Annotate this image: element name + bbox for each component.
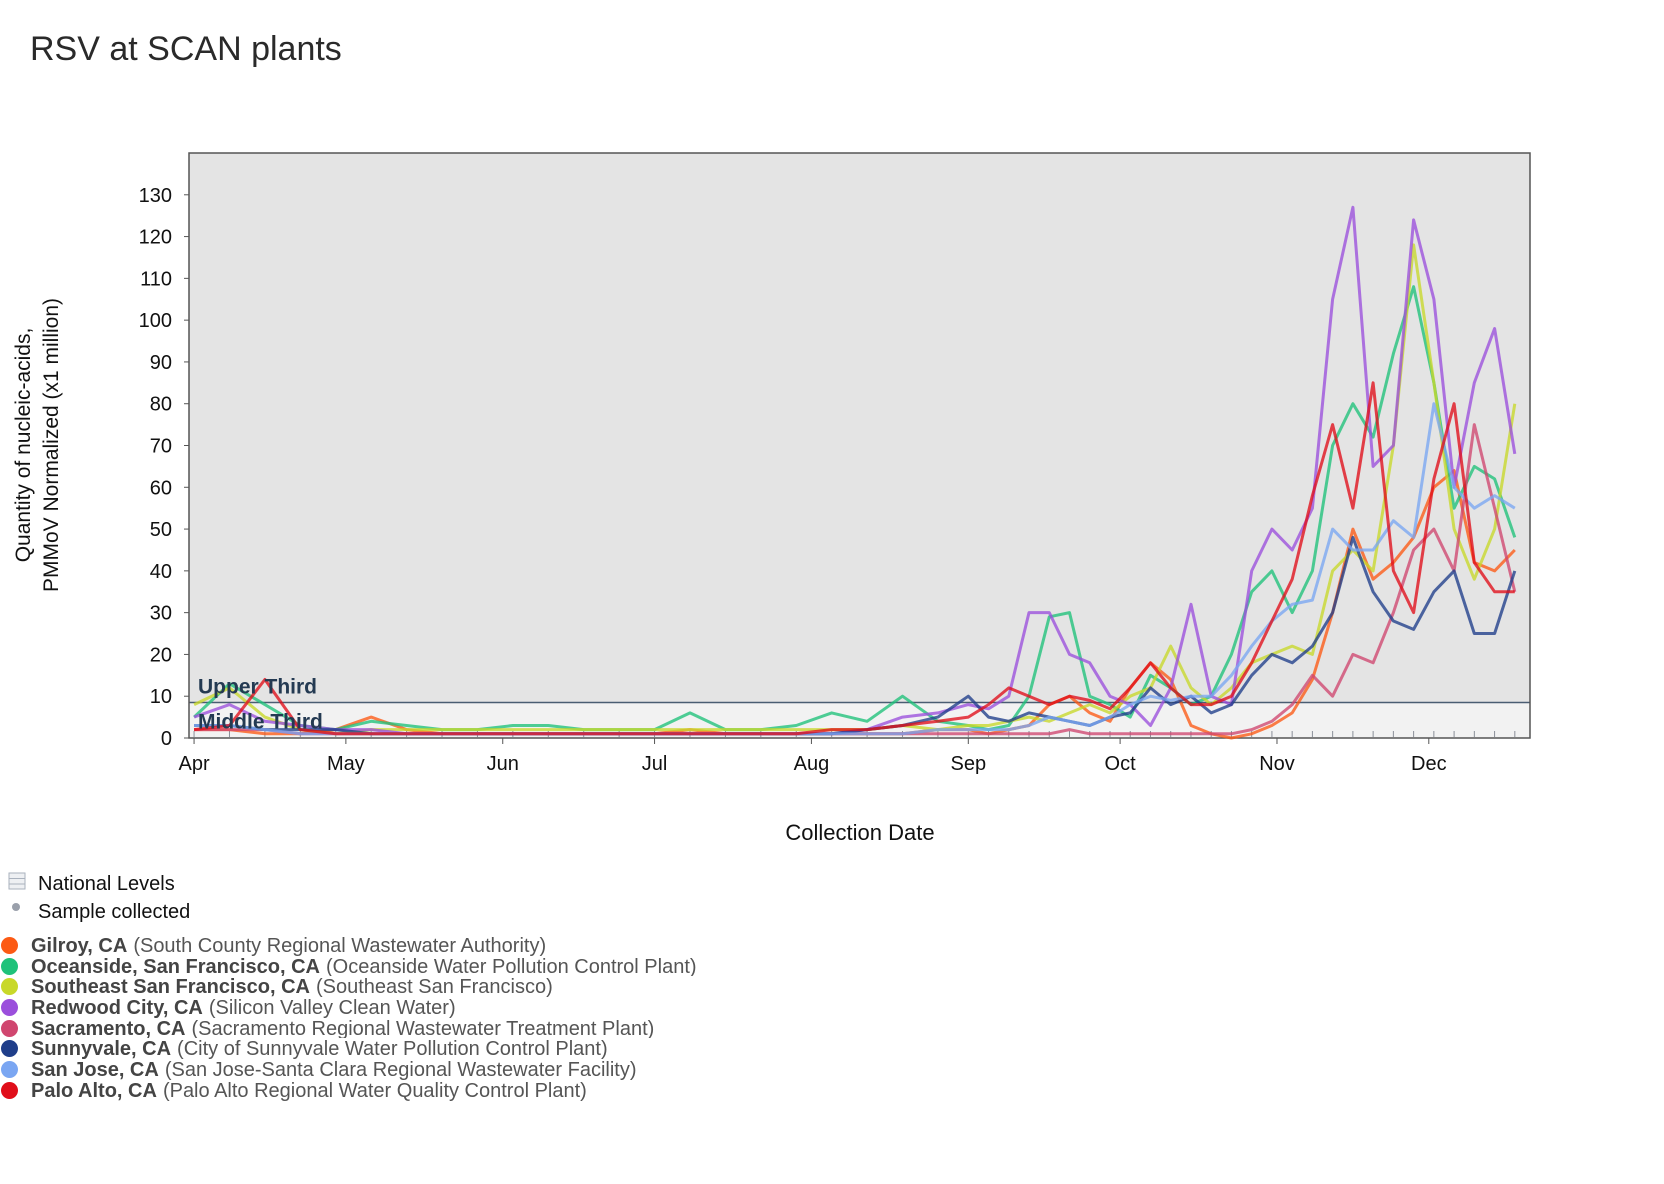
legend-site-name: Sunnyvale, CA [31,1038,172,1060]
x-tick-label: Nov [1259,753,1295,775]
y-tick-label: 50 [150,519,172,541]
chart-title: RSV at SCAN plants [30,30,342,68]
x-tick-label: Aug [794,753,830,775]
legend-label: Sample collected [38,900,191,923]
national-levels-icon [8,872,38,896]
y-tick-label: 110 [140,268,172,290]
legend-facility-name: (Southeast San Francisco) [315,976,553,998]
legend-facility-name: (Oceanside Water Pollution Control Plant… [326,955,697,977]
x-tick-label: Apr [178,753,209,775]
x-tick-label: Jul [642,753,668,775]
y-tick-label: 10 [150,686,172,708]
x-tick-label: Jun [487,753,519,775]
legend-item[interactable]: Redwood City, CA (Silicon Valley Clean Wa… [0,997,697,1018]
legend-site-name: Southeast San Francisco, CA [31,976,310,998]
legend-item[interactable]: Sacramento, CA (Sacramento Regional Waste… [0,1017,697,1039]
legend-item[interactable]: San Jose, CA (San Jose-Santa Clara Region… [0,1059,697,1080]
legend-label: National Levels [38,872,175,895]
x-tick-label: Sep [951,753,987,775]
legend-site-name: San Jose, CA [31,1059,159,1080]
upper-third-label: Upper Third [198,675,317,698]
legend-color-dot-icon [1,1081,18,1099]
y-tick-label: 120 [139,227,172,249]
legend-site-name: Sacramento, CA [31,1017,186,1039]
y-tick-label: 0 [161,728,172,750]
legend-facility-name: (South County Regional Wastewater Author… [133,935,547,956]
legend-color-dot-icon [1,1040,18,1058]
legend-color-dot-icon [1,957,18,975]
legend-facility-name: (Palo Alto Regional Water Quality Contro… [162,1079,587,1101]
legend-item[interactable]: Oceanside, San Francisco, CA (Oceanside W… [0,955,697,977]
y-axis-label-line: PMMoV Normalized (x1 million) [40,298,63,592]
legend-site-name: Gilroy, CA [31,935,128,956]
y-tick-label: 70 [150,436,172,458]
legend-facility-name: (Silicon Valley Clean Water) [208,997,456,1018]
legend-color-dot-icon [1,978,18,996]
legend-site-name: Palo Alto, CA [31,1079,157,1101]
legend-color-dot-icon [1,1061,18,1079]
legend-facility-name: (Sacramento Regional Wastewater Treatmen… [191,1017,655,1039]
national-level-band [189,153,1530,703]
y-tick-label: 90 [150,352,172,374]
legend-color-dot-icon [1,1019,18,1037]
legend-facility-name: (San Jose-Santa Clara Regional Wastewate… [164,1059,637,1080]
legend-item[interactable]: Southeast San Francisco, CA (Southeast Sa… [0,976,697,997]
x-axis-label: Collection Date [785,820,934,845]
legend-item[interactable]: Palo Alto, CA (Palo Alto Regional Water Q… [0,1080,697,1101]
x-tick-label: May [327,753,365,775]
y-tick-label: 100 [139,310,172,332]
y-tick-label: 60 [150,477,172,499]
x-tick-label: Dec [1411,753,1447,775]
y-tick-label: 130 [139,185,172,207]
legend-color-dot-icon [1,937,18,954]
legend-item[interactable]: Sunnyvale, CA (City of Sunnyvale Water Po… [0,1038,697,1059]
legend-facility-name: (City of Sunnyvale Water Pollution Contr… [177,1038,608,1060]
sample-dot-icon [8,900,38,924]
y-tick-label: 20 [150,644,172,666]
legend-color-dot-icon [1,999,18,1017]
series-line-palo-alto-ca [193,381,1515,736]
rsv-line-chart: Upper Third Middle Third 0 10 20 30 40 50 60 70 80… [12,152,1531,845]
middle-third-label: Middle Third [198,710,323,733]
legend-national-levels[interactable]: National Levels [8,870,190,898]
y-tick-label: 40 [150,561,172,583]
y-axis-label-line: Quantity of nucleic-acids, [12,328,35,563]
y-tick-label: 80 [150,394,172,416]
y-axis-label: Quantity of nucleic-acids, PMMoV Normaliz… [12,298,63,592]
x-tick-label: Oct [1105,753,1137,775]
legend-site-name: Redwood City, CA [31,997,203,1018]
legend-sites: Gilroy, CA (South County Regional Wastewa… [0,935,697,1101]
legend-sample-collected[interactable]: Sample collected [8,898,190,926]
legend-site-name: Oceanside, San Francisco, CA [31,955,320,977]
y-tick-label: 30 [150,603,172,625]
legend-general: National Levels Sample collected [8,870,190,926]
legend-item[interactable]: Gilroy, CA (South County Regional Wastewa… [0,935,697,956]
